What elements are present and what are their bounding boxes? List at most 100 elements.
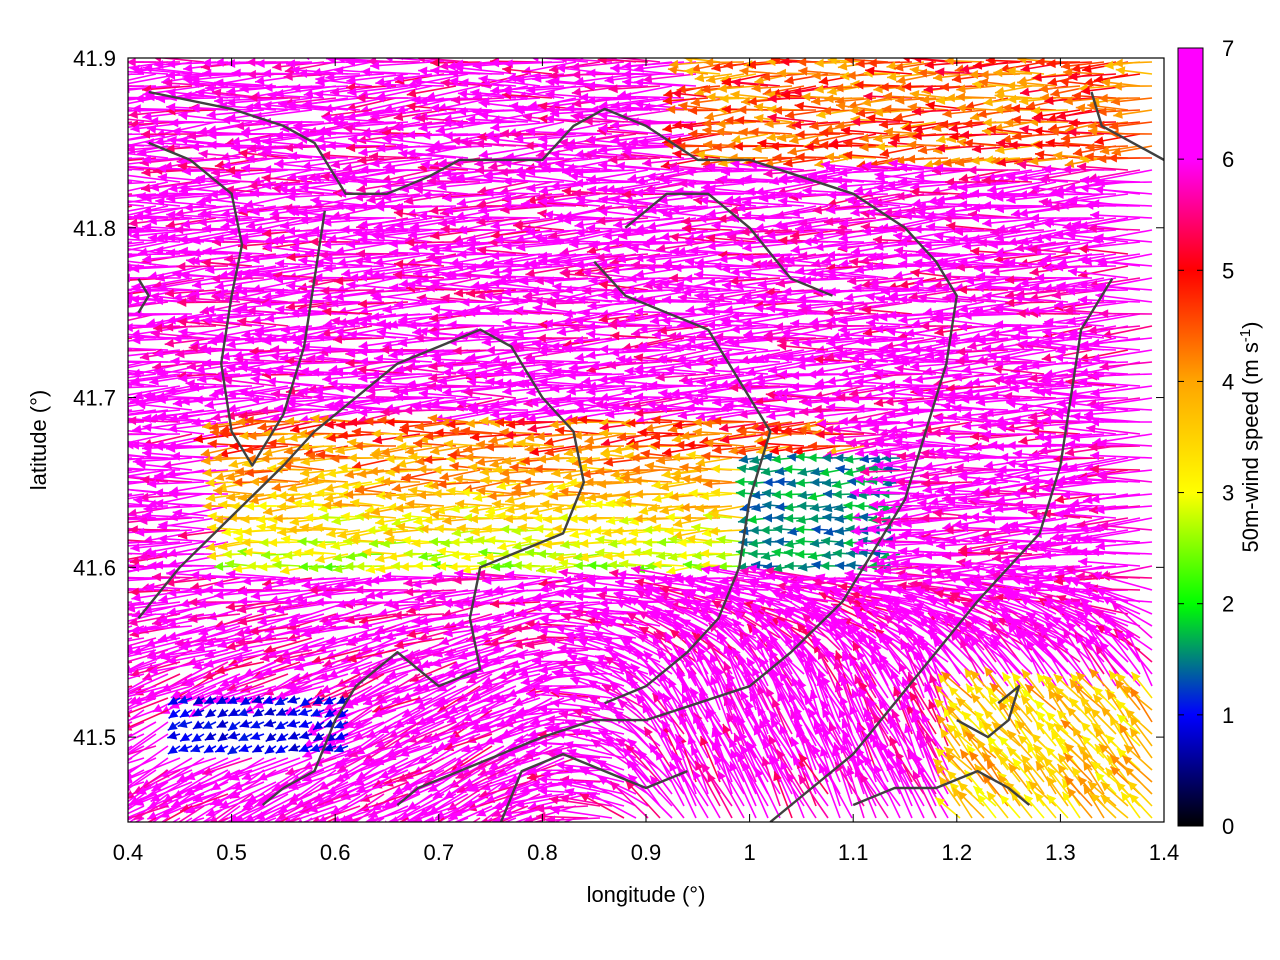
wind-vector-head: [824, 94, 834, 104]
wind-vector-head: [244, 103, 254, 113]
wind-vector-shaft: [459, 81, 517, 87]
wind-vector-head: [394, 259, 404, 269]
wind-vector-head: [174, 225, 184, 235]
wind-vector-head: [856, 108, 866, 118]
wind-vector-head: [746, 60, 757, 70]
wind-vector-head: [678, 101, 688, 111]
wind-vector-head: [972, 60, 983, 70]
wind-vector: [846, 71, 889, 80]
wind-vector: [322, 113, 385, 123]
wind-vector: [302, 101, 361, 111]
wind-vector: [346, 73, 409, 85]
wind-vector-head: [88, 139, 97, 148]
wind-vector-head: [284, 65, 295, 75]
wind-vector-shaft: [190, 107, 253, 111]
wind-vector-head: [863, 91, 873, 101]
wind-vector-head: [272, 62, 282, 71]
wind-vector-shaft: [480, 97, 541, 103]
wind-vector-head: [1050, 88, 1061, 98]
wind-vector-shaft: [490, 109, 553, 122]
wind-vector: [128, 73, 145, 76]
wind-vector-shaft: [618, 109, 673, 119]
wind-vector-head: [382, 80, 392, 90]
wind-vector-shaft: [128, 265, 133, 268]
wind-vector-head: [586, 81, 595, 91]
wind-vector-shaft: [610, 67, 673, 75]
wind-vector-head: [902, 82, 912, 92]
wind-vector-head: [814, 58, 824, 68]
wind-vector-head: [896, 75, 906, 85]
wind-vector-head: [706, 74, 716, 84]
wind-vector-shaft: [128, 241, 133, 244]
wind-vector-head: [142, 64, 153, 73]
wind-vector: [262, 165, 325, 175]
wind-vector-head: [797, 58, 807, 67]
wind-vector: [370, 61, 433, 70]
wind-vector-head: [119, 171, 129, 180]
wind-vector: [263, 83, 325, 92]
wind-vector-head: [1020, 87, 1030, 97]
wind-vector-head: [109, 161, 118, 170]
wind-vector-head: [169, 118, 179, 128]
wind-vector-head: [571, 70, 581, 80]
wind-vector: [739, 66, 781, 76]
wind-vector-head: [942, 109, 952, 118]
wind-vector-head: [93, 82, 102, 91]
wind-vector-head: [704, 111, 715, 121]
wind-vector-head: [1029, 267, 1039, 277]
wind-vector-head: [662, 123, 673, 133]
wind-vector-head: [860, 209, 870, 219]
wind-vector-head: [550, 108, 560, 118]
wind-vector-head: [163, 78, 173, 88]
wind-vector-shaft: [302, 97, 361, 106]
wind-vector-shaft: [429, 106, 493, 111]
wind-vector-head: [255, 59, 265, 68]
wind-vector-head: [145, 92, 155, 102]
wind-vector: [879, 145, 925, 158]
wind-vector-shaft: [286, 284, 349, 291]
wind-vector-head: [166, 70, 176, 80]
wind-vector: [621, 69, 685, 79]
wind-vector-shaft: [634, 81, 697, 87]
wind-vector-shaft: [206, 109, 265, 117]
wind-vector-head: [262, 101, 272, 110]
wind-vector-head: [1019, 96, 1029, 106]
wind-vector: [128, 276, 133, 279]
wind-vector-head: [134, 94, 144, 103]
wind-vector-head: [70, 176, 79, 185]
wind-vector-head: [545, 105, 555, 115]
wind-vector-head: [550, 76, 560, 86]
wind-vector-head: [412, 77, 422, 87]
wind-vector-head: [703, 140, 713, 150]
wind-vector-shaft: [249, 192, 313, 195]
wind-vector-head: [421, 130, 431, 140]
wind-vector-head: [118, 250, 127, 259]
wind-vector-head: [526, 85, 536, 95]
wind-vector-shaft: [128, 121, 133, 124]
wind-vector-head: [833, 175, 843, 185]
wind-vector-head: [128, 227, 132, 237]
wind-vector-head: [920, 95, 930, 105]
wind-vector-shaft: [128, 73, 133, 76]
wind-vector-head: [166, 88, 176, 98]
wind-vector: [243, 103, 301, 113]
wind-vector-head: [82, 109, 91, 118]
wind-vector-head: [190, 142, 200, 152]
wind-vector-head: [110, 137, 120, 146]
wind-vector-head: [694, 73, 705, 83]
wind-vector-head: [783, 158, 793, 168]
wind-vector: [1115, 66, 1153, 76]
wind-vector-head: [731, 78, 741, 87]
wind-vector-head: [280, 123, 290, 133]
wind-vector-head: [112, 244, 122, 253]
wind-vector: [130, 64, 193, 75]
wind-vector-head: [107, 151, 117, 160]
wind-vector: [429, 103, 493, 113]
wind-vector: [128, 73, 157, 81]
wind-vector: [827, 58, 865, 65]
wind-vector-head: [894, 62, 904, 72]
wind-vector-head: [1104, 60, 1114, 70]
wind-vector-head: [347, 87, 357, 97]
wind-vector: [333, 119, 397, 129]
wind-vector-head: [663, 89, 673, 98]
